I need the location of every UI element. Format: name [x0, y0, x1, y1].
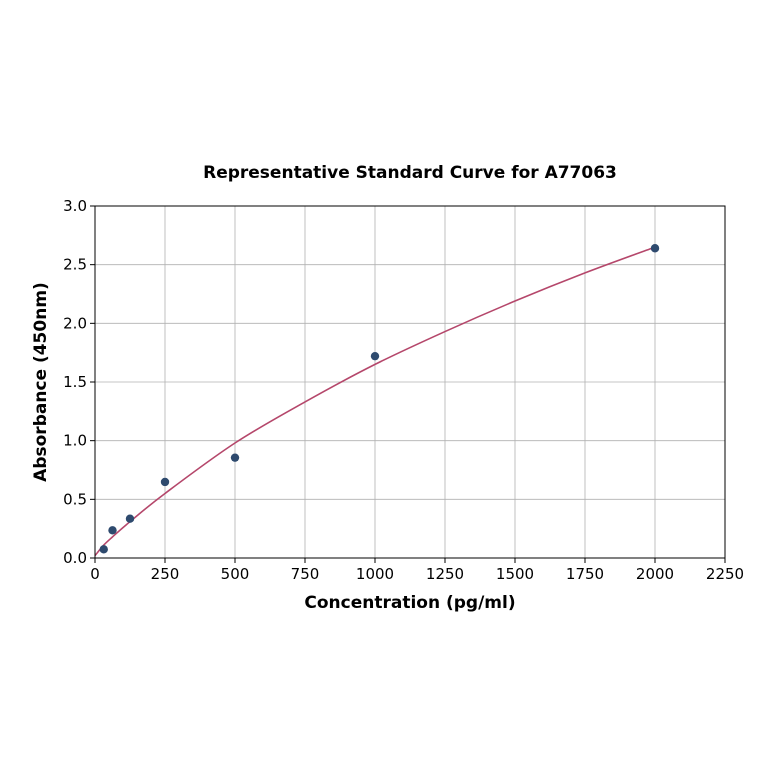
x-tick-label: 250	[151, 565, 180, 583]
y-tick-label: 2.0	[63, 314, 87, 332]
fit-curve	[94, 246, 656, 557]
x-tick-label: 500	[221, 565, 250, 583]
ticks: 0 250 500 750 1000 1250 1500 1750 2000 2250 0.0 0.5…	[63, 197, 744, 583]
grid	[94, 205, 726, 559]
x-tick-label: 0	[90, 565, 100, 583]
data-point	[108, 526, 117, 535]
data-point	[99, 545, 108, 554]
x-tick-label: 1000	[356, 565, 394, 583]
x-tick-label: 1750	[566, 565, 604, 583]
x-axis-label: Concentration (pg/ml)	[304, 593, 515, 613]
plot-frame	[94, 205, 726, 559]
x-tick-label: 2250	[706, 565, 744, 583]
y-tick-label: 0.5	[63, 490, 87, 508]
x-tick-label: 2000	[636, 565, 674, 583]
y-tick-label: 1.5	[63, 373, 87, 391]
data-point	[125, 514, 135, 523]
data-point	[650, 244, 660, 253]
data-point	[370, 351, 380, 361]
data-points	[99, 244, 660, 554]
y-axis-label: Absorbance (450nm)	[31, 282, 51, 482]
y-tick-label: 2.5	[63, 256, 87, 274]
data-point	[160, 477, 170, 487]
y-tick-label: 3.0	[63, 197, 87, 215]
data-point	[230, 453, 240, 462]
y-tick-label: 1.0	[63, 432, 87, 450]
y-tick-label: 0.0	[63, 549, 87, 567]
x-tick-label: 750	[291, 565, 320, 583]
x-tick-label: 1500	[496, 565, 534, 583]
x-tick-label: 1250	[426, 565, 464, 583]
chart-title: Representative Standard Curve for A77063	[203, 163, 617, 183]
